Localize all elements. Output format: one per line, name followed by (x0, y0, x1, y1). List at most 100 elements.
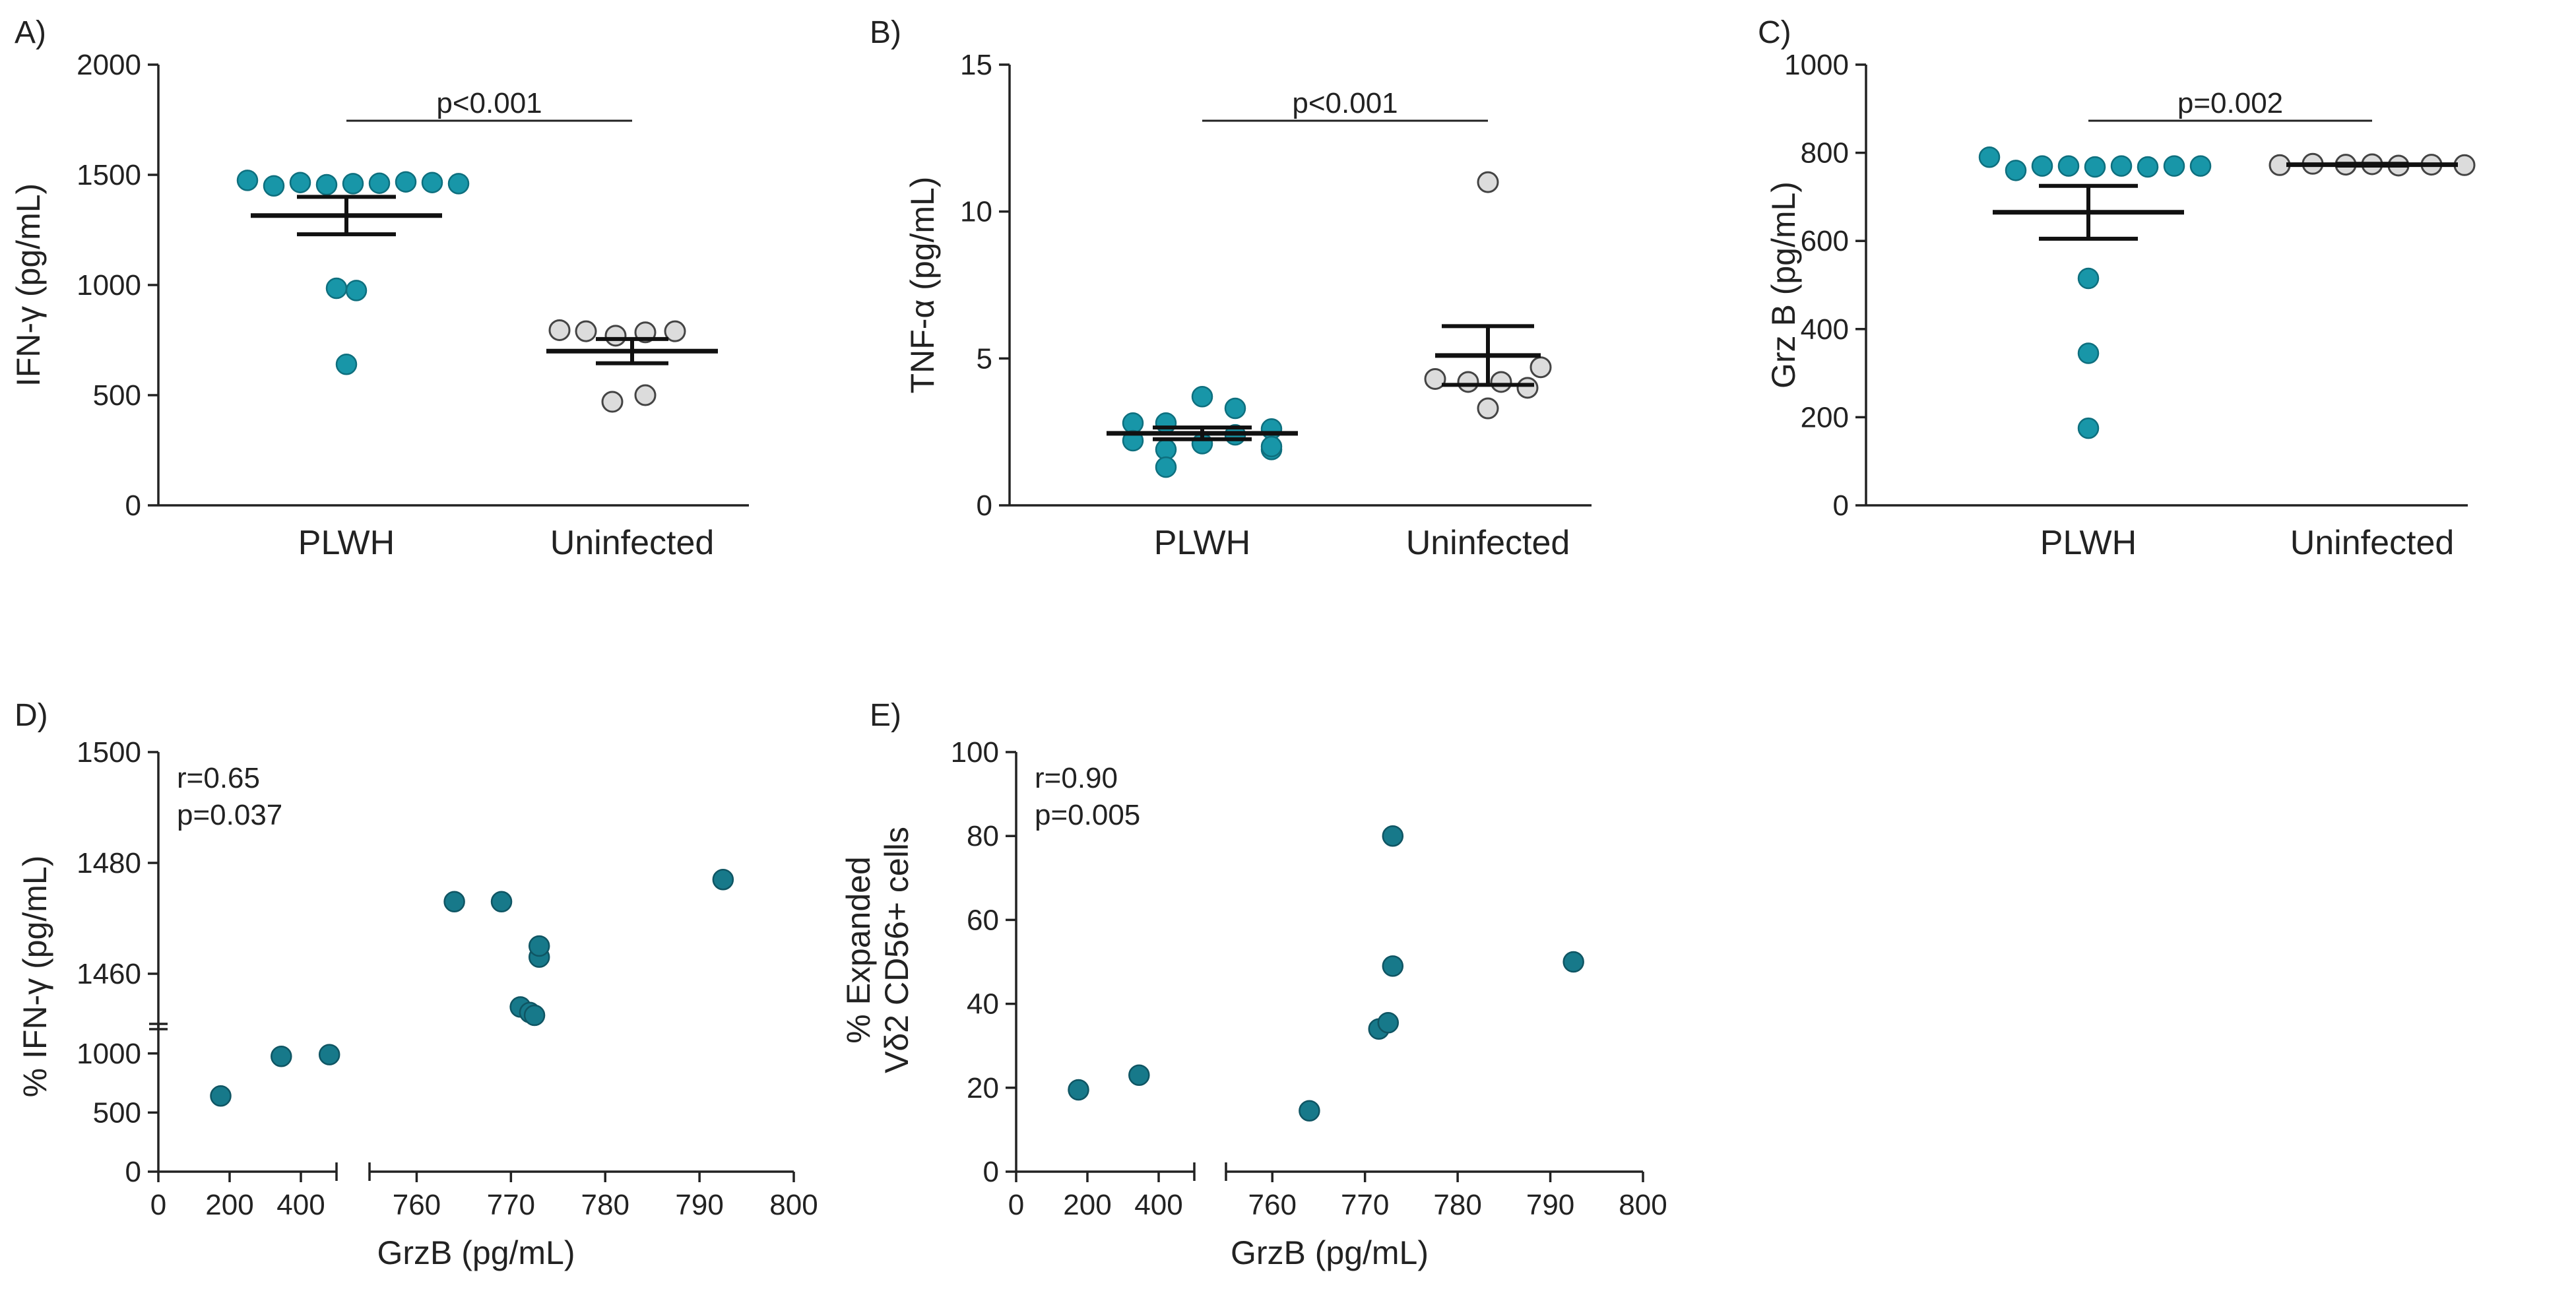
y-tick-label: 500 (93, 379, 141, 412)
data-point-plwh (2163, 155, 2185, 177)
x-tick-label: 760 (1248, 1189, 1297, 1221)
data-point-plwh (1122, 429, 1144, 452)
y-tick-label: 600 (1801, 225, 1849, 257)
panel-c-granzyme-b: C) 0 200 400 600 800 1000 Grz B (pg/mL) PLWH Unin… (1758, 15, 2476, 562)
correlation-p-label: p=0.037 (177, 799, 282, 831)
data-point-plwh (1260, 435, 1283, 458)
x-tick-label: 400 (276, 1189, 325, 1221)
panel-label: E) (870, 698, 901, 733)
data-point-plwh (1978, 146, 2001, 168)
x-tick-label: 0 (150, 1189, 166, 1221)
y-tick-label: 500 (93, 1096, 141, 1129)
data-point-plwh (325, 277, 348, 300)
y-axis-label: Grz B (pg/mL) (1765, 181, 1802, 389)
x-tick-label: 800 (769, 1189, 818, 1221)
category-label-uninfected: Uninfected (1406, 524, 1570, 562)
data-point-uninfected (1490, 371, 1512, 393)
panel-label: B) (870, 15, 901, 50)
scatter-point (271, 1046, 292, 1067)
y-tick-label: 1000 (77, 269, 141, 301)
data-point-plwh (2110, 155, 2133, 177)
data-point-uninfected (548, 319, 571, 341)
scatter-point (1068, 1079, 1089, 1101)
data-point-plwh (345, 280, 368, 301)
data-point-plwh (1191, 385, 1213, 408)
y-tick-label: 1000 (1784, 49, 1849, 81)
x-tick-label: 400 (1134, 1189, 1182, 1221)
y-tick-label: 1500 (77, 159, 141, 191)
data-point-uninfected (1477, 171, 1499, 193)
y-tick-label: 15 (960, 49, 992, 81)
y-tick-label: 80 (967, 820, 999, 852)
x-axis-label: GrzB (pg/mL) (377, 1234, 575, 1271)
data-point-uninfected (1530, 356, 1552, 379)
data-point-plwh (368, 172, 391, 194)
p-value-label: p<0.001 (436, 87, 542, 119)
data-point-plwh (1224, 397, 1246, 420)
data-point-plwh (1155, 412, 1177, 434)
correlation-r-label: r=0.90 (1035, 762, 1118, 794)
data-point-plwh (2077, 342, 2100, 364)
data-point-uninfected (575, 320, 597, 342)
scatter-point (1382, 825, 1404, 847)
category-label-plwh: PLWH (2040, 524, 2137, 562)
p-value-label: p=0.002 (2177, 87, 2283, 119)
data-point-plwh (2077, 417, 2100, 439)
scatter-point (1562, 951, 1584, 973)
data-point-uninfected (1457, 371, 1479, 393)
data-point-plwh (2084, 156, 2106, 178)
correlation-r-label: r=0.65 (177, 762, 260, 794)
category-label-uninfected: Uninfected (550, 524, 715, 562)
y-tick-label: 0 (1833, 490, 1849, 522)
p-value-label: p<0.001 (1292, 87, 1398, 119)
x-tick-label: 770 (487, 1189, 535, 1221)
data-point-plwh (263, 175, 285, 197)
category-label-plwh: PLWH (298, 524, 395, 562)
y-axis-label-line: Vδ2 CD56+ cells (878, 827, 915, 1073)
panel-label: D) (15, 698, 48, 733)
data-point-uninfected (604, 325, 627, 347)
scatter-point (1128, 1064, 1150, 1086)
x-tick-label: 770 (1341, 1189, 1389, 1221)
x-tick-label: 790 (675, 1189, 723, 1221)
x-tick-label: 760 (393, 1189, 441, 1221)
data-point-plwh (1155, 456, 1177, 478)
x-tick-label: 780 (581, 1189, 629, 1221)
data-point-plwh (395, 171, 417, 193)
y-tick-label: 40 (967, 988, 999, 1021)
data-point-uninfected (601, 391, 624, 413)
data-point-uninfected (1424, 368, 1446, 391)
scatter-point (523, 1004, 546, 1027)
data-point-plwh (335, 353, 358, 375)
x-tick-label: 200 (1063, 1189, 1111, 1221)
y-tick-label: 1000 (77, 1038, 141, 1070)
scatter-point (210, 1085, 232, 1107)
y-tick-label: 20 (967, 1072, 999, 1104)
panel-b-tnf-alpha: B) 0 5 10 15 TNF-α (pg/mL) PLWH Uninfected p<0.0… (870, 15, 1592, 562)
y-axis-label-line: % Expanded (840, 856, 877, 1044)
panel-label: A) (15, 15, 46, 50)
data-point-plwh (2137, 156, 2159, 178)
panel-label: C) (1758, 15, 1791, 50)
y-tick-label: 1460 (77, 958, 141, 990)
x-tick-label: 780 (1433, 1189, 1481, 1221)
data-point-uninfected (634, 384, 657, 406)
y-tick-label: 200 (1801, 401, 1849, 433)
x-tick-label: 800 (1619, 1189, 1667, 1221)
y-tick-label: 0 (983, 1156, 999, 1188)
scatter-point (318, 1044, 340, 1065)
category-label-plwh: PLWH (1154, 524, 1250, 562)
x-tick-label: 200 (205, 1189, 253, 1221)
y-tick-label: 0 (125, 490, 141, 522)
scatter-point (712, 868, 734, 891)
panel-e-expanded-vs-grzb-scatter: E) 0 200 400 760 770 780 790 800 GrzB (pg/mL) 0 20 4… (840, 698, 1667, 1271)
data-point-plwh (2189, 155, 2212, 177)
correlation-p-label: p=0.005 (1035, 799, 1140, 831)
y-tick-label: 5 (977, 342, 992, 375)
y-axis-label: % IFN-γ (pg/mL) (16, 856, 53, 1098)
x-tick-label: 0 (1008, 1189, 1024, 1221)
data-point-uninfected (1516, 377, 1539, 399)
scatter-point (1299, 1100, 1320, 1122)
x-tick-label: 790 (1526, 1189, 1574, 1221)
